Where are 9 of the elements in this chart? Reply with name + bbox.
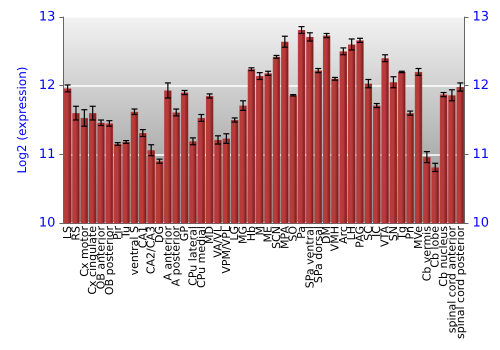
y2-tick-label: 11	[472, 146, 490, 162]
y2-tick-label: 10	[472, 216, 490, 231]
y-tick-label: 13	[38, 10, 56, 24]
y2-tick-label: 12	[472, 78, 490, 94]
y-tick-label: 12	[38, 78, 56, 94]
y-axis-title: Log2 (expression)	[15, 66, 29, 174]
y-tick-label: 10	[38, 216, 56, 231]
y2-tick-label: 13	[472, 10, 490, 24]
y-tick-label: 11	[38, 146, 56, 162]
